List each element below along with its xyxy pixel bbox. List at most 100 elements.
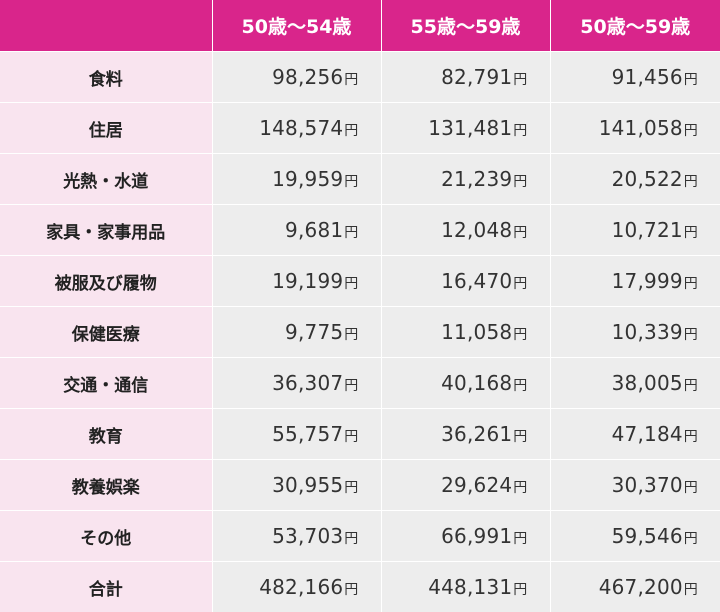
value-cell: 53,703円 (212, 510, 382, 562)
value-cell: 9,681円 (212, 204, 382, 256)
currency-unit: 円 (513, 378, 528, 394)
currency-unit: 円 (513, 531, 528, 547)
value-cell: 59,546円 (550, 510, 720, 562)
value-cell: 38,005円 (550, 357, 720, 409)
currency-unit: 円 (344, 225, 359, 241)
currency-unit: 円 (344, 276, 359, 292)
amount-value: 82,791 (441, 65, 513, 89)
row-label: 交通・通信 (0, 357, 213, 409)
header-age-50-59: 50歳〜59歳 (550, 0, 720, 52)
currency-unit: 円 (513, 480, 528, 496)
value-cell: 448,131円 (381, 561, 551, 612)
currency-unit: 円 (513, 327, 528, 343)
row-label: 教育 (0, 408, 213, 460)
value-cell: 30,370円 (550, 459, 720, 511)
header-corner-cell (0, 0, 213, 52)
table-row: 家具・家事用品 9,681円 12,048円 10,721円 (0, 204, 720, 256)
value-cell: 47,184円 (550, 408, 720, 460)
amount-value: 29,624 (441, 473, 513, 497)
currency-unit: 円 (344, 429, 359, 445)
amount-value: 38,005 (611, 371, 683, 395)
currency-unit: 円 (344, 327, 359, 343)
currency-unit: 円 (513, 225, 528, 241)
value-cell: 141,058円 (550, 102, 720, 154)
table-row: 光熱・水道 19,959円 21,239円 20,522円 (0, 153, 720, 205)
value-cell: 40,168円 (381, 357, 551, 409)
currency-unit: 円 (344, 531, 359, 547)
table-row: 被服及び履物 19,199円 16,470円 17,999円 (0, 255, 720, 307)
currency-unit: 円 (513, 123, 528, 139)
value-cell: 66,991円 (381, 510, 551, 562)
amount-value: 141,058 (598, 116, 683, 140)
amount-value: 10,721 (611, 218, 683, 242)
amount-value: 448,131 (428, 575, 513, 600)
value-cell: 12,048円 (381, 204, 551, 256)
row-label: 光熱・水道 (0, 153, 213, 205)
amount-value: 482,166 (259, 575, 344, 600)
currency-unit: 円 (683, 327, 698, 343)
table-row: 住居 148,574円 131,481円 141,058円 (0, 102, 720, 154)
amount-value: 17,999 (611, 269, 683, 293)
currency-unit: 円 (513, 429, 528, 445)
value-cell: 482,166円 (212, 561, 382, 612)
amount-value: 53,703 (272, 524, 344, 548)
value-cell: 55,757円 (212, 408, 382, 460)
currency-unit: 円 (344, 480, 359, 496)
value-cell: 19,959円 (212, 153, 382, 205)
amount-value: 16,470 (441, 269, 513, 293)
value-cell: 10,339円 (550, 306, 720, 358)
header-age-55-59: 55歳〜59歳 (381, 0, 551, 52)
table-row: 食料 98,256円 82,791円 91,456円 (0, 51, 720, 103)
value-cell: 16,470円 (381, 255, 551, 307)
row-label: その他 (0, 510, 213, 562)
amount-value: 36,261 (441, 422, 513, 446)
value-cell: 11,058円 (381, 306, 551, 358)
amount-value: 11,058 (441, 320, 513, 344)
amount-value: 98,256 (272, 65, 344, 89)
amount-value: 30,370 (611, 473, 683, 497)
row-label: 食料 (0, 51, 213, 103)
currency-unit: 円 (513, 72, 528, 88)
currency-unit: 円 (683, 480, 698, 496)
amount-value: 59,546 (611, 524, 683, 548)
table-row: 保健医療 9,775円 11,058円 10,339円 (0, 306, 720, 358)
amount-value: 36,307 (272, 371, 344, 395)
amount-value: 131,481 (428, 116, 513, 140)
value-cell: 98,256円 (212, 51, 382, 103)
value-cell: 82,791円 (381, 51, 551, 103)
row-label: 家具・家事用品 (0, 204, 213, 256)
row-label: 被服及び履物 (0, 255, 213, 307)
amount-value: 467,200 (598, 575, 683, 600)
amount-value: 148,574 (259, 116, 344, 140)
amount-value: 10,339 (611, 320, 683, 344)
amount-value: 55,757 (272, 422, 344, 446)
amount-value: 40,168 (441, 371, 513, 395)
table-row: 教養娯楽 30,955円 29,624円 30,370円 (0, 459, 720, 511)
amount-value: 19,959 (272, 167, 344, 191)
amount-value: 9,775 (285, 320, 344, 344)
currency-unit: 円 (683, 72, 698, 88)
currency-unit: 円 (513, 276, 528, 292)
header-row: 50歳〜54歳 55歳〜59歳 50歳〜59歳 (0, 0, 720, 52)
amount-value: 66,991 (441, 524, 513, 548)
amount-value: 47,184 (611, 422, 683, 446)
amount-value: 12,048 (441, 218, 513, 242)
currency-unit: 円 (683, 582, 698, 599)
amount-value: 91,456 (611, 65, 683, 89)
value-cell: 91,456円 (550, 51, 720, 103)
row-label: 住居 (0, 102, 213, 154)
row-label: 教養娯楽 (0, 459, 213, 511)
row-label: 保健医療 (0, 306, 213, 358)
table-row: 交通・通信 36,307円 40,168円 38,005円 (0, 357, 720, 409)
currency-unit: 円 (683, 378, 698, 394)
currency-unit: 円 (683, 531, 698, 547)
currency-unit: 円 (683, 276, 698, 292)
currency-unit: 円 (513, 174, 528, 190)
currency-unit: 円 (513, 582, 528, 599)
header-age-50-54: 50歳〜54歳 (212, 0, 382, 52)
value-cell: 29,624円 (381, 459, 551, 511)
currency-unit: 円 (344, 72, 359, 88)
amount-value: 30,955 (272, 473, 344, 497)
table-row: その他 53,703円 66,991円 59,546円 (0, 510, 720, 562)
